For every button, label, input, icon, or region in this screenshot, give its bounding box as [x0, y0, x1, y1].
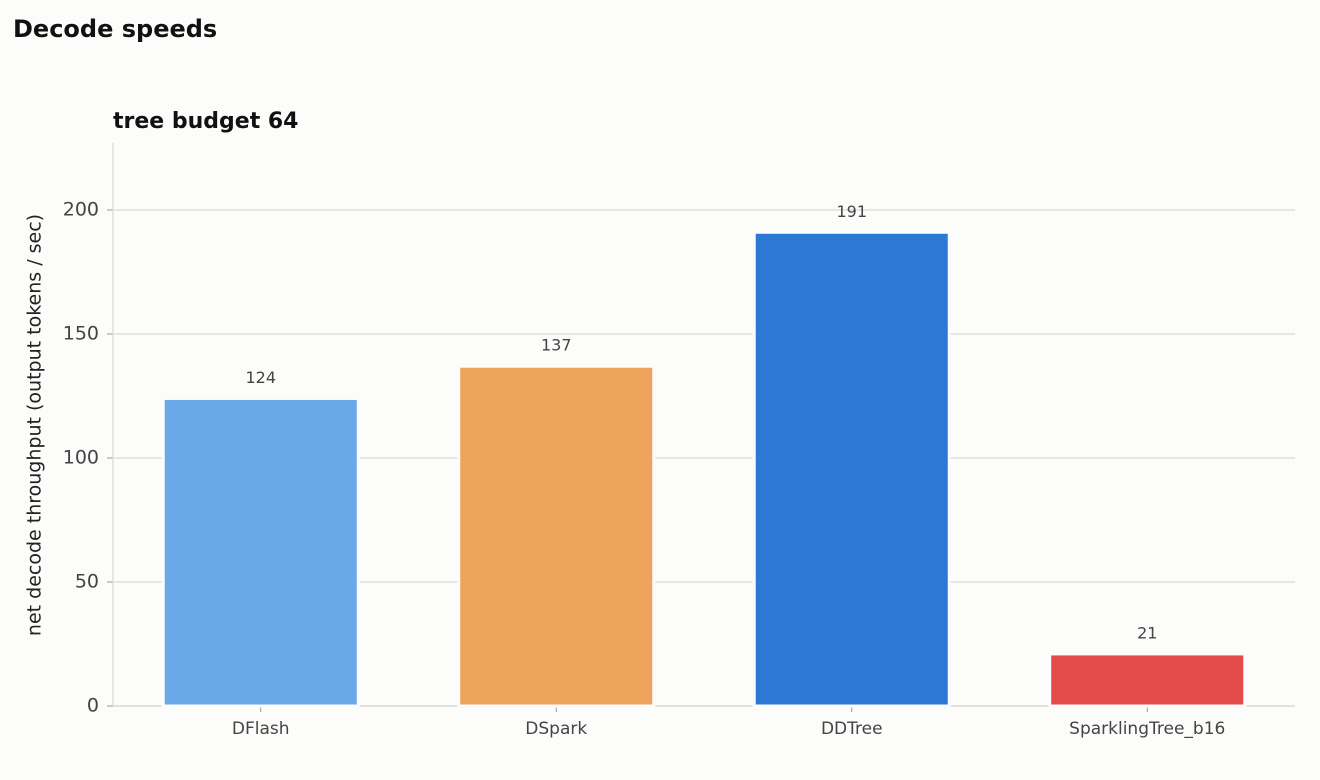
y-tick-label: 0 [87, 695, 99, 717]
chart-title: Decode speeds [13, 15, 217, 43]
bar [752, 230, 951, 708]
chart-subtitle: tree budget 64 [113, 109, 299, 134]
bar [1048, 652, 1247, 708]
value-label: 137 [541, 336, 572, 355]
bar [457, 364, 656, 708]
value-label: 191 [836, 202, 867, 221]
y-tick-label: 150 [63, 322, 99, 344]
y-axis-label: net decode throughput (output tokens / s… [24, 214, 46, 636]
value-label: 124 [245, 368, 276, 387]
value-label: 21 [1137, 623, 1157, 642]
x-tick-label: DFlash [232, 719, 290, 739]
bar [161, 396, 360, 708]
y-tick-label: 200 [63, 198, 99, 220]
y-tick-label: 50 [75, 570, 99, 592]
y-tick-label: 100 [63, 446, 99, 468]
x-tick-label: SparklingTree_b16 [1069, 719, 1225, 739]
x-tick-label: DDTree [821, 719, 883, 739]
x-tick-label: DSpark [525, 719, 587, 739]
